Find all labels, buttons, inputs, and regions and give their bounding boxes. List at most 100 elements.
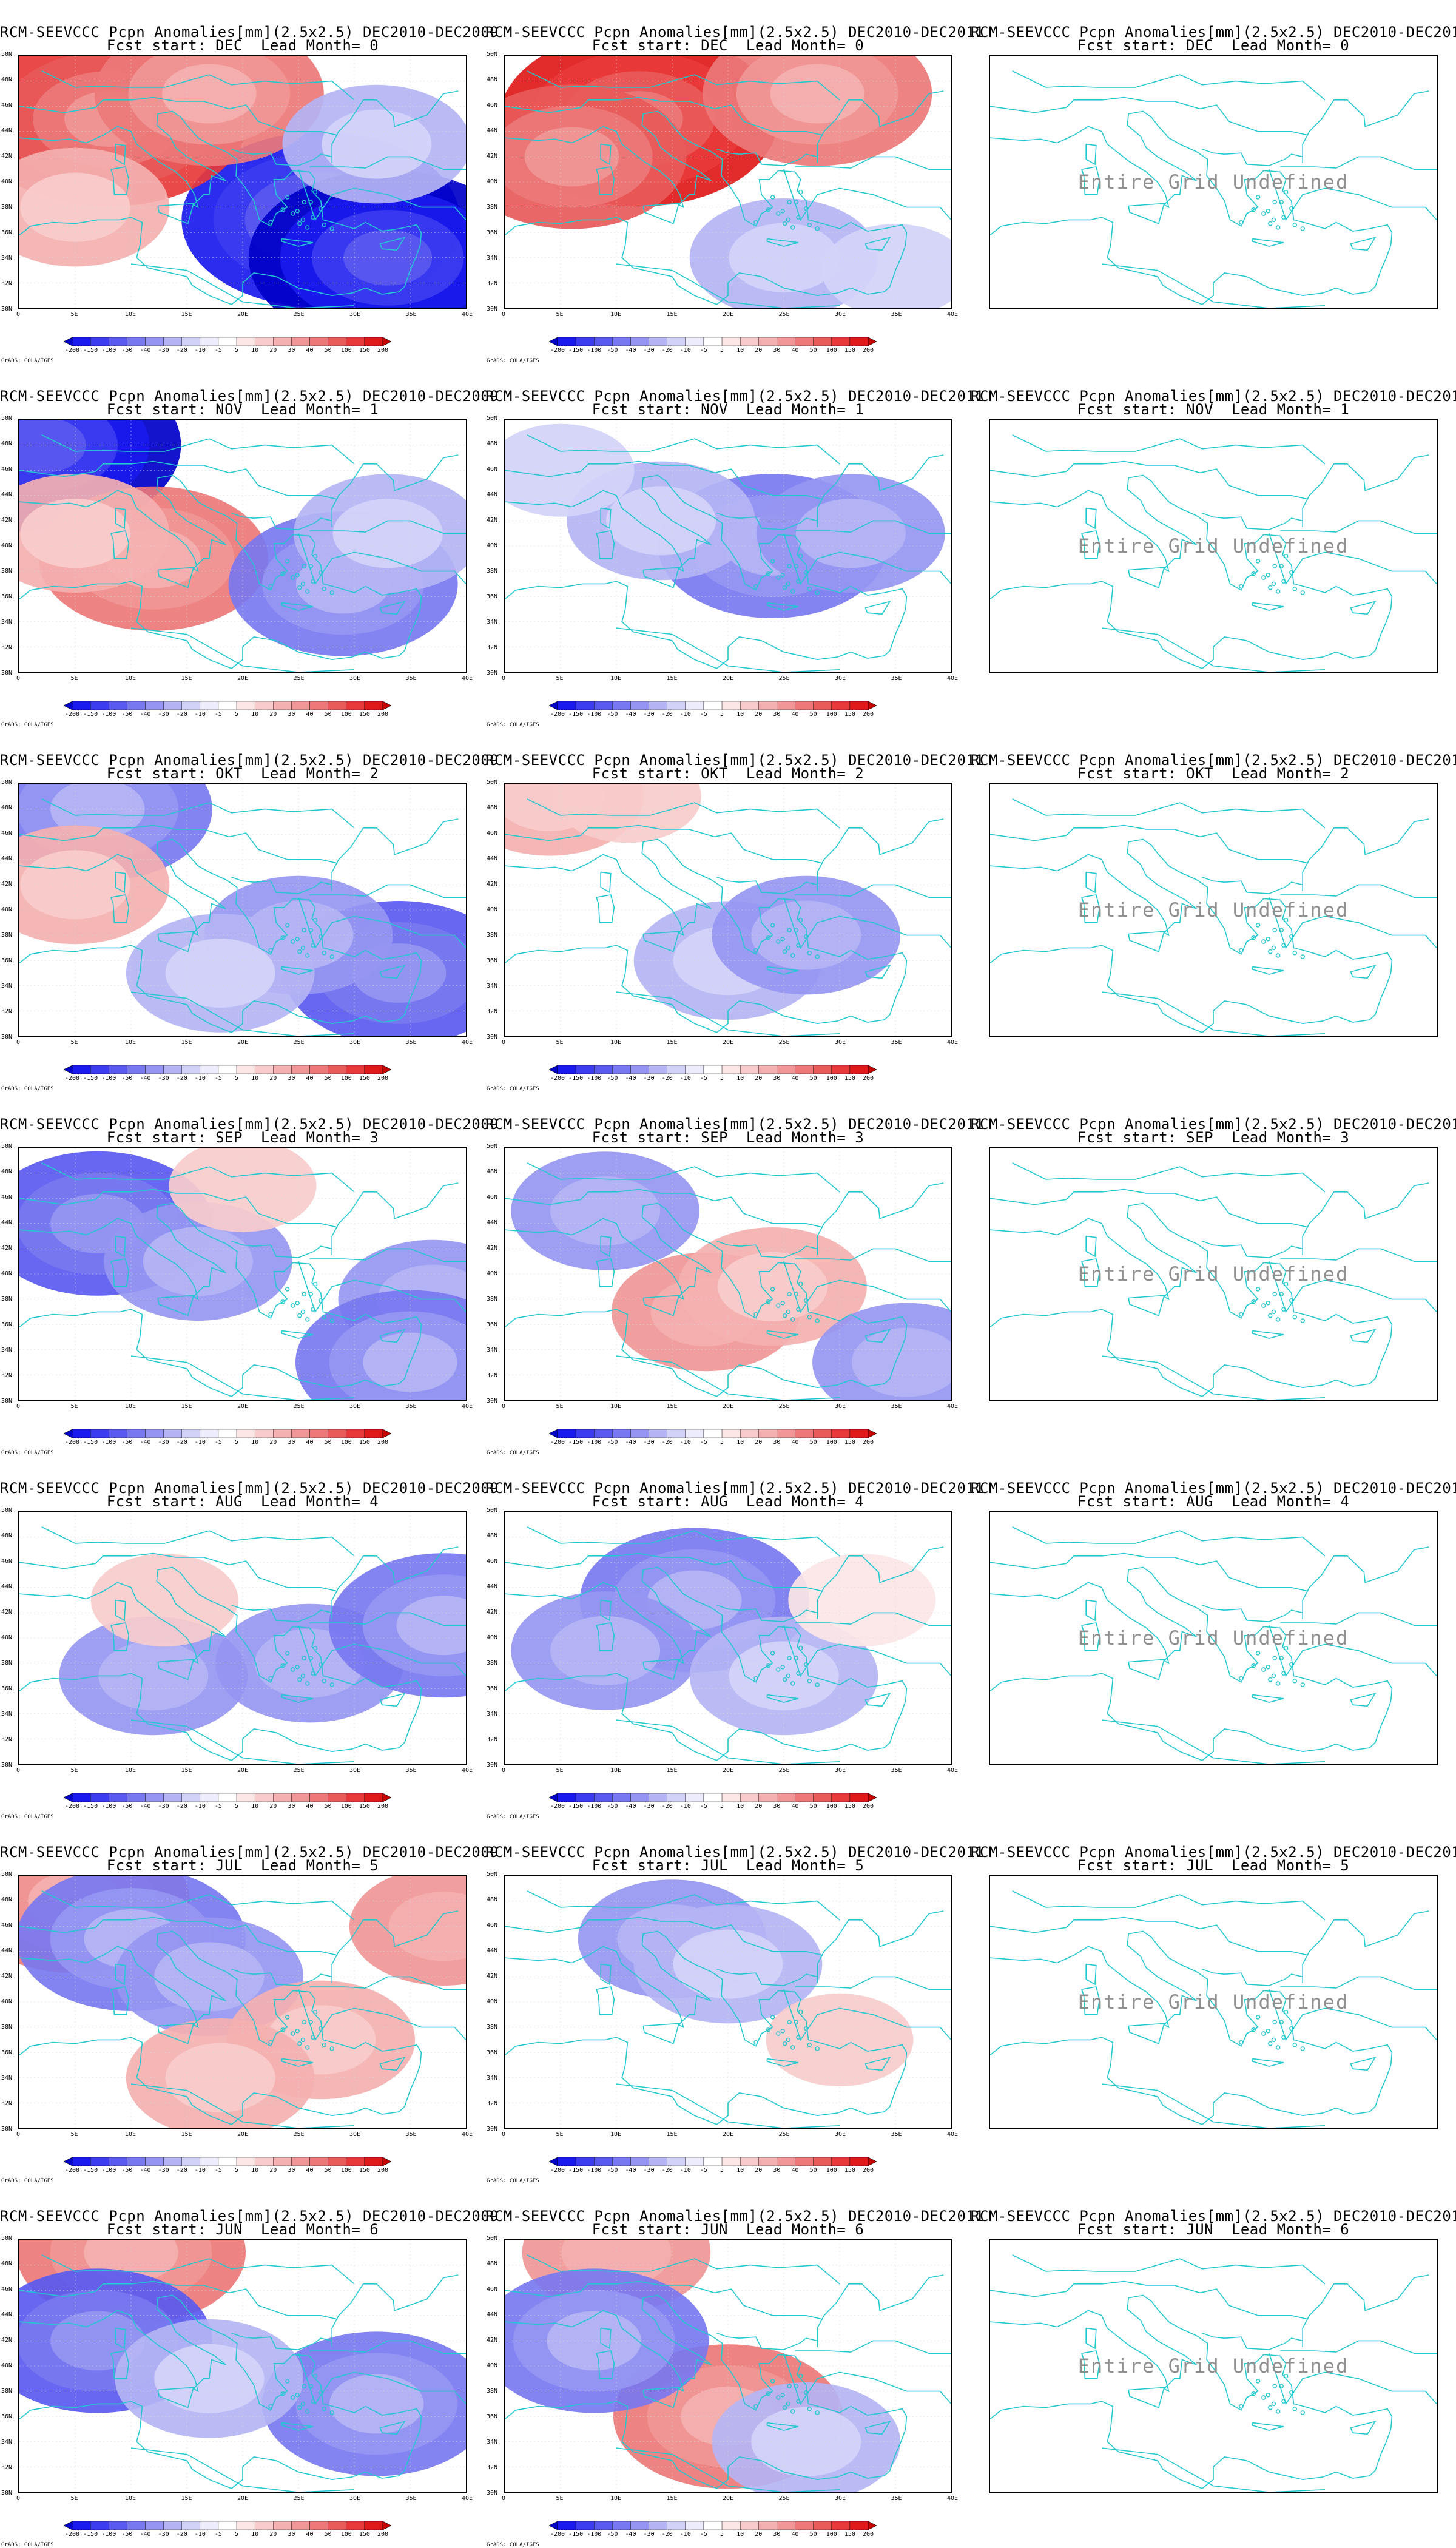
- island-13: [780, 573, 785, 578]
- coastline-3: [157, 1295, 195, 1316]
- coastline-8: [527, 1162, 840, 1193]
- map-frame: Entire Grid Undefined: [989, 783, 1438, 1037]
- grads-credit: GrADS: COLA/IGES: [487, 358, 539, 364]
- colorbar-label: 30: [288, 1439, 295, 1446]
- colorbar-labels: -200 -150 -100 -50 -40 -30 -20 -10 -5 5 10 20 30 40 50…: [64, 2167, 391, 2174]
- lat-tick-label: 32N: [1, 644, 13, 651]
- lon-tick-label: 15E: [666, 1403, 678, 1410]
- coastline-5: [379, 2421, 406, 2435]
- island-3: [796, 215, 801, 220]
- colorbar-swatch: [795, 701, 814, 710]
- colorbar-swatch: [557, 1793, 576, 1802]
- island-6: [1272, 1656, 1277, 1661]
- colorbar-swatch: [346, 2157, 365, 2166]
- island-8: [766, 571, 770, 576]
- colorbar-label: -10: [194, 347, 206, 354]
- panel-title-line1: RCM-SEEVCCC Pcpn Anomalies[mm](2.5x2.5) …: [971, 388, 1456, 405]
- lat-tick-label: 38N: [487, 2024, 498, 2031]
- colorbar-swatch: [127, 1065, 146, 1074]
- lat-tick-label: 40N: [487, 1270, 498, 1277]
- lat-tick-label: 44N: [487, 491, 498, 498]
- grads-credit: GrADS: COLA/IGES: [487, 2178, 539, 2184]
- map-frame: Entire Grid Undefined: [989, 1511, 1438, 1765]
- colorbar-label: 20: [269, 1439, 277, 1446]
- coastline-3: [1128, 2023, 1165, 2044]
- island-1: [300, 2037, 306, 2043]
- colorbar-swatch: [795, 2157, 814, 2166]
- lon-tick-label: 35E: [405, 2131, 417, 2138]
- colorbar-arrow-right: [382, 1429, 391, 1438]
- coastline-5: [1350, 237, 1377, 251]
- colorbar-label: 200: [862, 711, 874, 718]
- coastline-4: [766, 2058, 799, 2067]
- coastline-11: [783, 2353, 951, 2405]
- panel-title-line2: Fcst start: SEP Lead Month= 3: [592, 1129, 864, 1146]
- coastline-3: [157, 2023, 195, 2044]
- colorbar-label: -100: [101, 2167, 116, 2174]
- lat-tick-label: 30N: [1, 306, 13, 312]
- colorbar-swatch: [612, 1065, 631, 1074]
- colorbar-label: -40: [625, 1075, 636, 1082]
- coastline-1: [110, 1622, 130, 1651]
- island-12: [1300, 226, 1305, 231]
- island-3: [796, 2399, 801, 2404]
- colorbar-swatch: [612, 337, 631, 346]
- coastline-8: [1012, 1162, 1326, 1193]
- island-6: [1272, 928, 1277, 933]
- island-2: [297, 2405, 302, 2410]
- island-2: [1268, 1313, 1273, 1318]
- colorbar-swatch: [685, 2157, 704, 2166]
- colorbar-swatch: [721, 337, 741, 346]
- colorbar-swatch: [273, 1065, 292, 1074]
- coastline-10: [1202, 2333, 1303, 2350]
- coastline-1: [596, 894, 615, 923]
- anomaly-neg-3-1-2-layer-1: [550, 1176, 661, 1245]
- colorbar-label: 40: [306, 1075, 314, 1082]
- coastline-12: [1101, 2083, 1326, 2128]
- island-7: [285, 1287, 290, 1292]
- lon-tick-label: 10E: [610, 2131, 622, 2138]
- island-3: [796, 943, 801, 948]
- coastline-9: [505, 1188, 823, 1228]
- lat-tick-label: 50N: [1, 1871, 13, 1878]
- colorbar-label: -50: [607, 2167, 618, 2174]
- map-svg: [19, 784, 466, 1036]
- island-2: [297, 1313, 302, 1318]
- lon-tick-label: 35E: [405, 1403, 417, 1410]
- colorbar-label: 20: [269, 2531, 277, 2538]
- colorbar-swatch: [575, 1065, 595, 1074]
- colorbar-swatch: [236, 2157, 255, 2166]
- coastline-3: [157, 2387, 195, 2408]
- colorbar-swatch: [90, 1065, 109, 1074]
- colorbar-labels: -200 -150 -100 -50 -40 -30 -20 -10 -5 5 10 20 30 40 50…: [549, 2167, 877, 2174]
- island-8: [1251, 207, 1256, 212]
- coastline-9: [19, 460, 338, 500]
- island-12: [329, 2046, 334, 2051]
- colorbar-swatch: [703, 2157, 723, 2166]
- colorbar-swatch: [346, 1065, 365, 1074]
- colorbar-label: -10: [679, 1075, 691, 1082]
- colorbar-label: 10: [736, 1803, 744, 1810]
- colorbar-swatch: [127, 337, 146, 346]
- coastline-4: [281, 1694, 314, 1703]
- colorbar-labels: -200 -150 -100 -50 -40 -30 -20 -10 -5 5 10 20 30 40 50…: [549, 1439, 877, 1446]
- lat-tick-label: 30N: [1, 2490, 13, 2496]
- island-8: [280, 2391, 285, 2396]
- lon-tick-label: 30E: [834, 1767, 846, 1774]
- map-svg: [19, 1876, 466, 2128]
- colorbar-label: -50: [607, 1439, 618, 1446]
- lon-tick-label: 0: [501, 311, 506, 318]
- colorbar-label: 100: [340, 2531, 352, 2538]
- colorbar-label: 10: [736, 1439, 744, 1446]
- island-13: [1266, 937, 1270, 942]
- lat-tick-label: 50N: [487, 51, 498, 58]
- panel-title: RCM-SEEVCCC Pcpn Anomalies[mm](2.5x2.5) …: [485, 1117, 984, 1146]
- colorbar-label: 200: [862, 1803, 874, 1810]
- lat-tick-label: 32N: [487, 2100, 498, 2107]
- colorbar-label: -50: [121, 1803, 133, 1810]
- island-13: [1266, 2029, 1270, 2034]
- island-1: [300, 1673, 306, 1679]
- island-10: [790, 1317, 795, 1322]
- colorbar-swatch: [630, 337, 649, 346]
- coastline-5: [864, 965, 891, 979]
